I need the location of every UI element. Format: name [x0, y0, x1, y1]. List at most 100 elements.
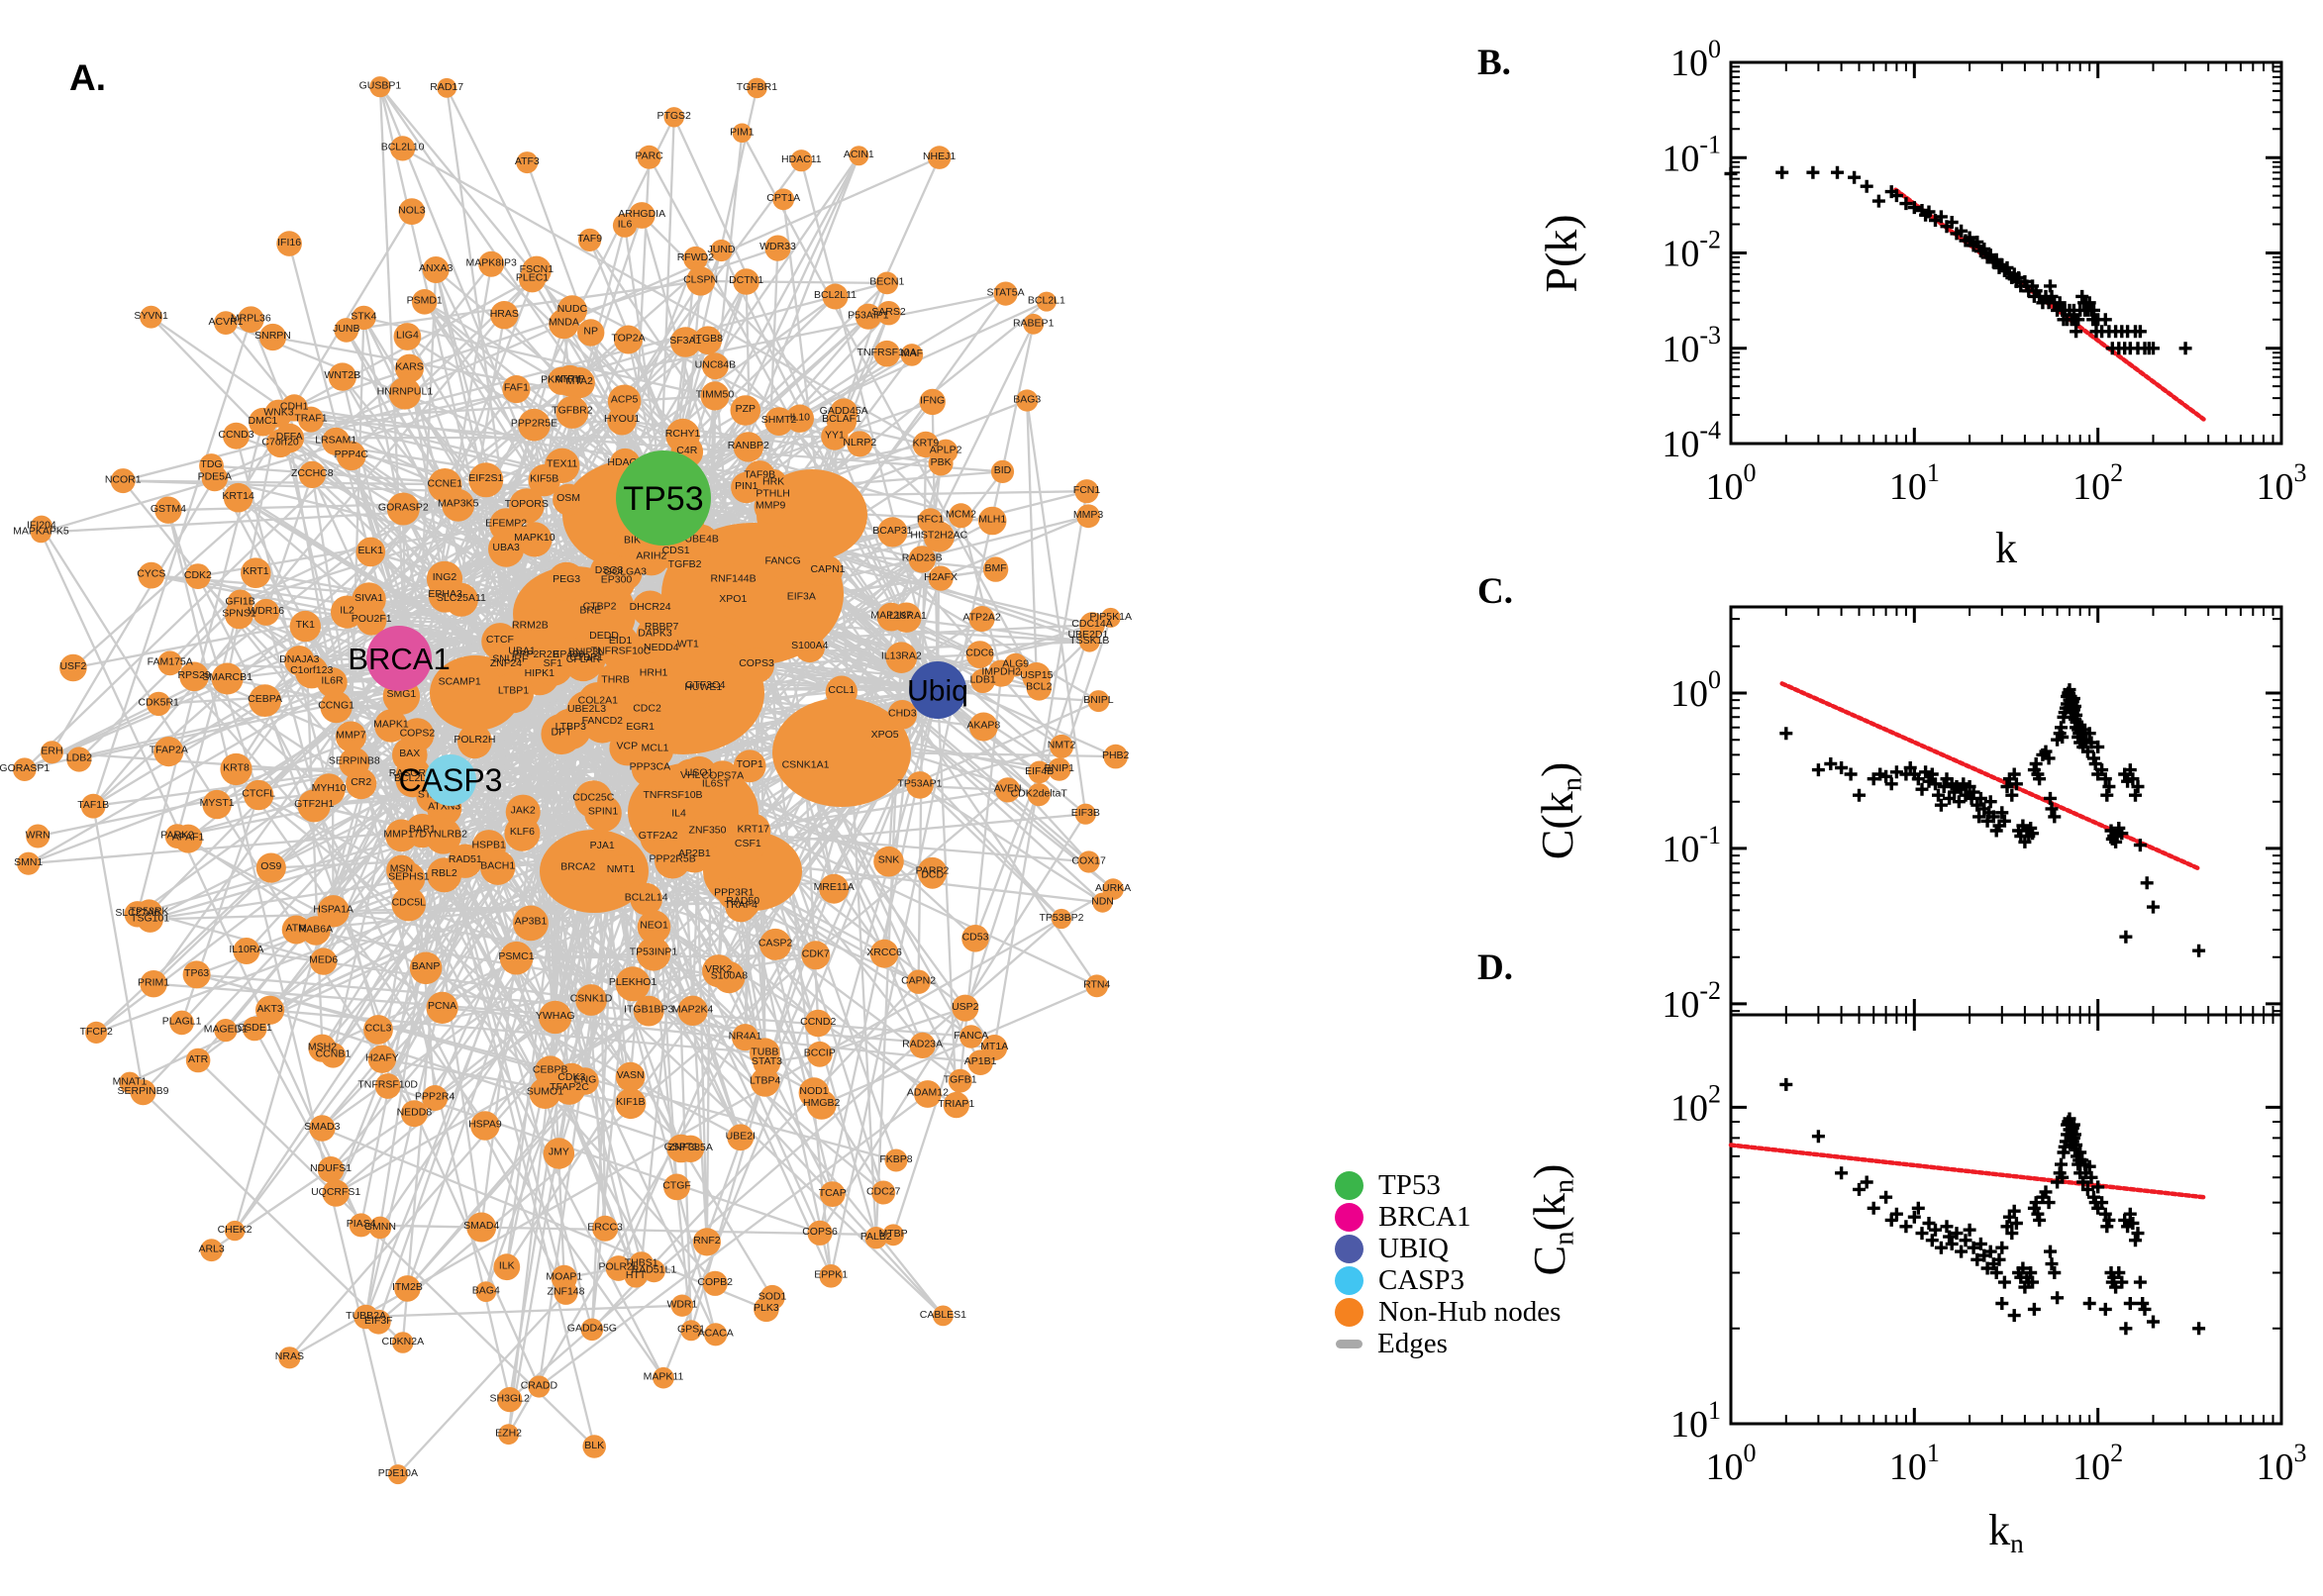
gene-label: MMP7	[336, 729, 365, 741]
gene-label: CCNB1	[316, 1048, 352, 1060]
gene-label: ENG	[574, 1074, 597, 1086]
gene-label: DMC1	[249, 415, 278, 427]
gene-node	[577, 682, 619, 723]
gene-label: HIST2H2AC	[910, 529, 967, 541]
gene-node	[140, 305, 163, 329]
gene-label: IL13RA1	[886, 610, 927, 622]
gene-label: WT1	[677, 639, 699, 650]
gene-label: CSDE1	[238, 1022, 272, 1034]
edge	[758, 352, 888, 478]
gene-label: SPNS1	[222, 607, 256, 619]
gene-label: CDK2deltaT	[1011, 787, 1068, 799]
edge	[507, 688, 940, 1436]
network-node-labels: MNDA ZNF24 USF2 MCM2 BCCIP CDK3 CCNB1 WDR33 POLR…	[0, 80, 1132, 1479]
gene-node	[334, 318, 359, 343]
legend-item-ubiq: UBIQ	[1335, 1233, 1561, 1264]
gene-node	[630, 882, 662, 916]
gene-node	[1077, 850, 1100, 873]
gene-label: EIF2S1	[468, 472, 503, 484]
gene-label: CAPN1	[810, 563, 845, 575]
gene-node	[352, 582, 386, 617]
gene-label: ZNF350	[689, 825, 727, 837]
gene-label: ATM	[286, 923, 307, 935]
edge	[257, 793, 692, 1150]
gene-label: IL6R	[321, 675, 344, 687]
gene-label: IMPDH2	[981, 666, 1021, 678]
gene-node	[422, 1085, 449, 1111]
gene-node	[556, 295, 588, 326]
gene-node	[764, 407, 793, 436]
gene-label: OS9	[260, 860, 281, 872]
gene-label: ATRIP	[556, 373, 585, 385]
gene-node	[727, 1124, 755, 1151]
gene-label: CRADD	[521, 1379, 558, 1391]
gene-node	[607, 405, 637, 436]
gene-label: BNIP3L	[568, 647, 604, 658]
gene-label: RPS29	[177, 669, 210, 681]
gene-label: ZNF24	[490, 657, 522, 669]
gene-node	[224, 1220, 246, 1242]
gene-node	[582, 1435, 606, 1458]
gene-label: MSH2	[308, 1041, 337, 1052]
gene-node	[553, 1072, 586, 1105]
gene-label: MTBP	[879, 1228, 908, 1240]
gene-label: RAD17	[430, 81, 463, 93]
gene-label: UQCRFS1	[311, 1186, 360, 1198]
major-ticks	[1729, 1015, 2283, 1426]
gene-label: PLK3	[754, 1302, 779, 1314]
hub-node-casp3: CASP3	[399, 754, 502, 806]
gene-node	[693, 326, 723, 355]
gene-node	[240, 557, 271, 588]
gene-node	[914, 1080, 942, 1108]
gene-node	[513, 905, 549, 942]
gene-label: EPPK1	[814, 1269, 848, 1281]
tick-label: 103	[2257, 1439, 2307, 1488]
edge	[250, 318, 314, 476]
gene-label: PEG3	[553, 573, 580, 585]
gene-node	[759, 928, 792, 960]
gene-node	[750, 1067, 780, 1097]
gene-node	[200, 1239, 224, 1262]
edge	[311, 473, 370, 601]
gene-node	[393, 323, 422, 350]
gene-node	[211, 662, 244, 695]
gene-node	[233, 938, 260, 964]
gene-node	[26, 824, 50, 848]
gene-label: SMN1	[14, 856, 43, 868]
edge	[168, 571, 257, 664]
gene-label: IL10	[790, 411, 811, 423]
edge	[367, 341, 687, 601]
gene-label: OSM	[556, 492, 580, 504]
gene-label: ARL3	[198, 1244, 224, 1255]
gene-node	[785, 404, 814, 433]
gene-label: TCAP	[819, 1187, 847, 1199]
gene-label: GTF2H1	[294, 798, 334, 810]
tick-label: 103	[2257, 458, 2307, 508]
gene-node	[252, 598, 280, 626]
gene-label: MSN	[390, 862, 413, 874]
gene-label: PPP2R5B	[649, 853, 695, 865]
gene-node	[422, 256, 450, 283]
gene-node	[1016, 389, 1039, 412]
legend-item-brca1: BRCA1	[1335, 1201, 1561, 1233]
scatter-points	[1779, 1077, 2206, 1336]
gene-label: PTGS2	[656, 110, 691, 122]
gene-node	[870, 722, 899, 750]
gene-node	[1074, 803, 1096, 825]
gene-node	[933, 1305, 954, 1327]
edge	[237, 210, 414, 499]
gene-label: S100A4	[791, 640, 829, 651]
gene-node	[328, 362, 356, 391]
edge	[77, 601, 242, 761]
gene-label: STAT3	[752, 1055, 782, 1067]
gene-label: IFI204	[27, 520, 56, 532]
gene-node	[335, 721, 366, 752]
gene-label: BCL2L11	[814, 289, 857, 301]
gene-label: KRT14	[222, 490, 254, 502]
panel-c-label: C.	[1477, 571, 1513, 612]
gene-label: CDS1	[662, 545, 690, 556]
tick-label: 101	[1889, 458, 1940, 508]
gene-node	[977, 506, 1007, 536]
gene-label: ERH	[41, 746, 62, 757]
